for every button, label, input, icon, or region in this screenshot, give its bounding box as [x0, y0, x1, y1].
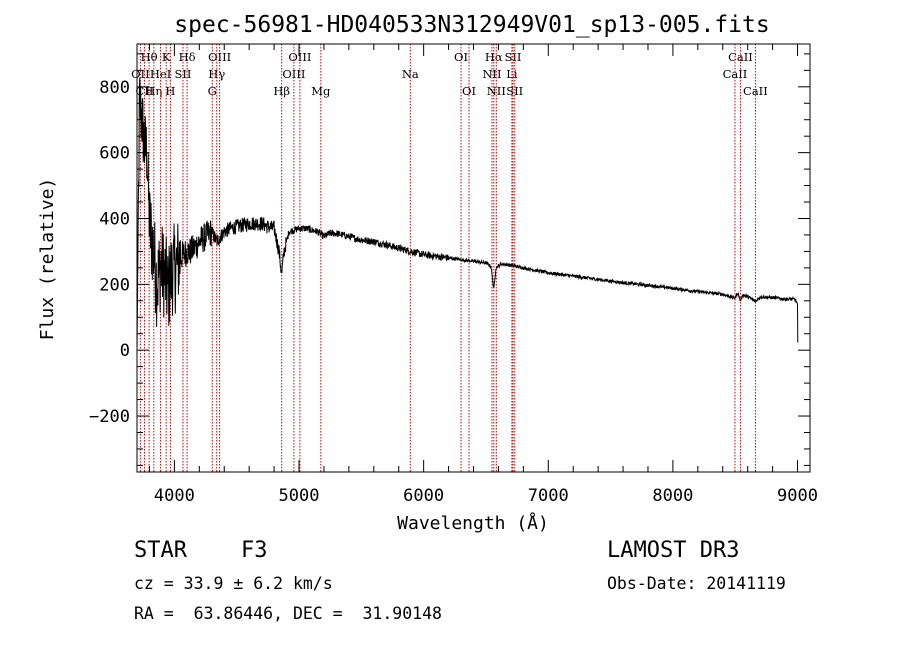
line-label: OI [454, 50, 468, 64]
line-label: Hα [485, 50, 503, 64]
line-label: SII [505, 50, 522, 64]
line-label: OI [462, 84, 476, 98]
line-label: CaII [723, 67, 748, 81]
redshift-readout: cz = 33.9 ± 6.2 km/s [134, 574, 333, 593]
x-tick-label: 9000 [777, 486, 818, 506]
y-tick-label: 200 [99, 275, 130, 295]
line-label: G [208, 84, 217, 98]
line-label: OIII [282, 67, 305, 81]
line-label: HeI [150, 67, 171, 81]
survey-name: LAMOST DR3 [607, 538, 740, 563]
line-label: OII [131, 67, 150, 81]
y-axis-label: Flux (relative) [37, 178, 58, 341]
x-tick-label: 7000 [528, 486, 569, 506]
line-label: OIII [288, 50, 311, 64]
line-label: NII [487, 84, 506, 98]
x-tick-label: 4000 [154, 486, 195, 506]
chart-title: spec-56981-HD040533N312949V01_sp13-005.f… [174, 12, 769, 38]
object-subclass: F3 [241, 538, 268, 563]
line-label: SII [175, 67, 192, 81]
line-label: Li [506, 67, 518, 81]
object-class: STAR [134, 538, 187, 563]
obs-date: Obs-Date: 20141119 [607, 574, 786, 593]
spectrum-line [136, 77, 799, 351]
y-tick-label: 0 [120, 341, 130, 361]
line-label: Hθ [141, 50, 158, 64]
line-label: Mg [311, 84, 331, 98]
line-label: Hδ [179, 50, 196, 64]
line-label: K [162, 50, 171, 64]
line-label: CaII [728, 50, 753, 64]
x-tick-label: 8000 [652, 486, 693, 506]
y-tick-label: 400 [99, 209, 130, 229]
line-label: Hγ [208, 67, 225, 81]
x-tick-label: 5000 [279, 486, 320, 506]
x-tick-label: 6000 [403, 486, 444, 506]
coordinates: RA = 63.86446, DEC = 31.90148 [134, 604, 442, 623]
line-label: Na [402, 67, 419, 81]
line-label: H [165, 84, 175, 98]
y-axis-ticks: −200 0 200 400 600 800 [89, 53, 810, 466]
line-label: CaII [743, 84, 768, 98]
line-label: OIII [208, 50, 231, 64]
y-tick-label: 800 [99, 78, 130, 98]
line-label: SII [506, 84, 523, 98]
x-axis-ticks: 4000 5000 6000 7000 8000 9000 [148, 44, 818, 506]
line-label: Hη [145, 84, 162, 98]
x-axis-label: Wavelength (Å) [397, 512, 549, 534]
y-tick-label: −200 [89, 407, 130, 427]
y-tick-label: 600 [99, 144, 130, 164]
plot-frame [136, 43, 811, 473]
line-label: NII [482, 67, 501, 81]
line-label: Hβ [273, 84, 290, 98]
